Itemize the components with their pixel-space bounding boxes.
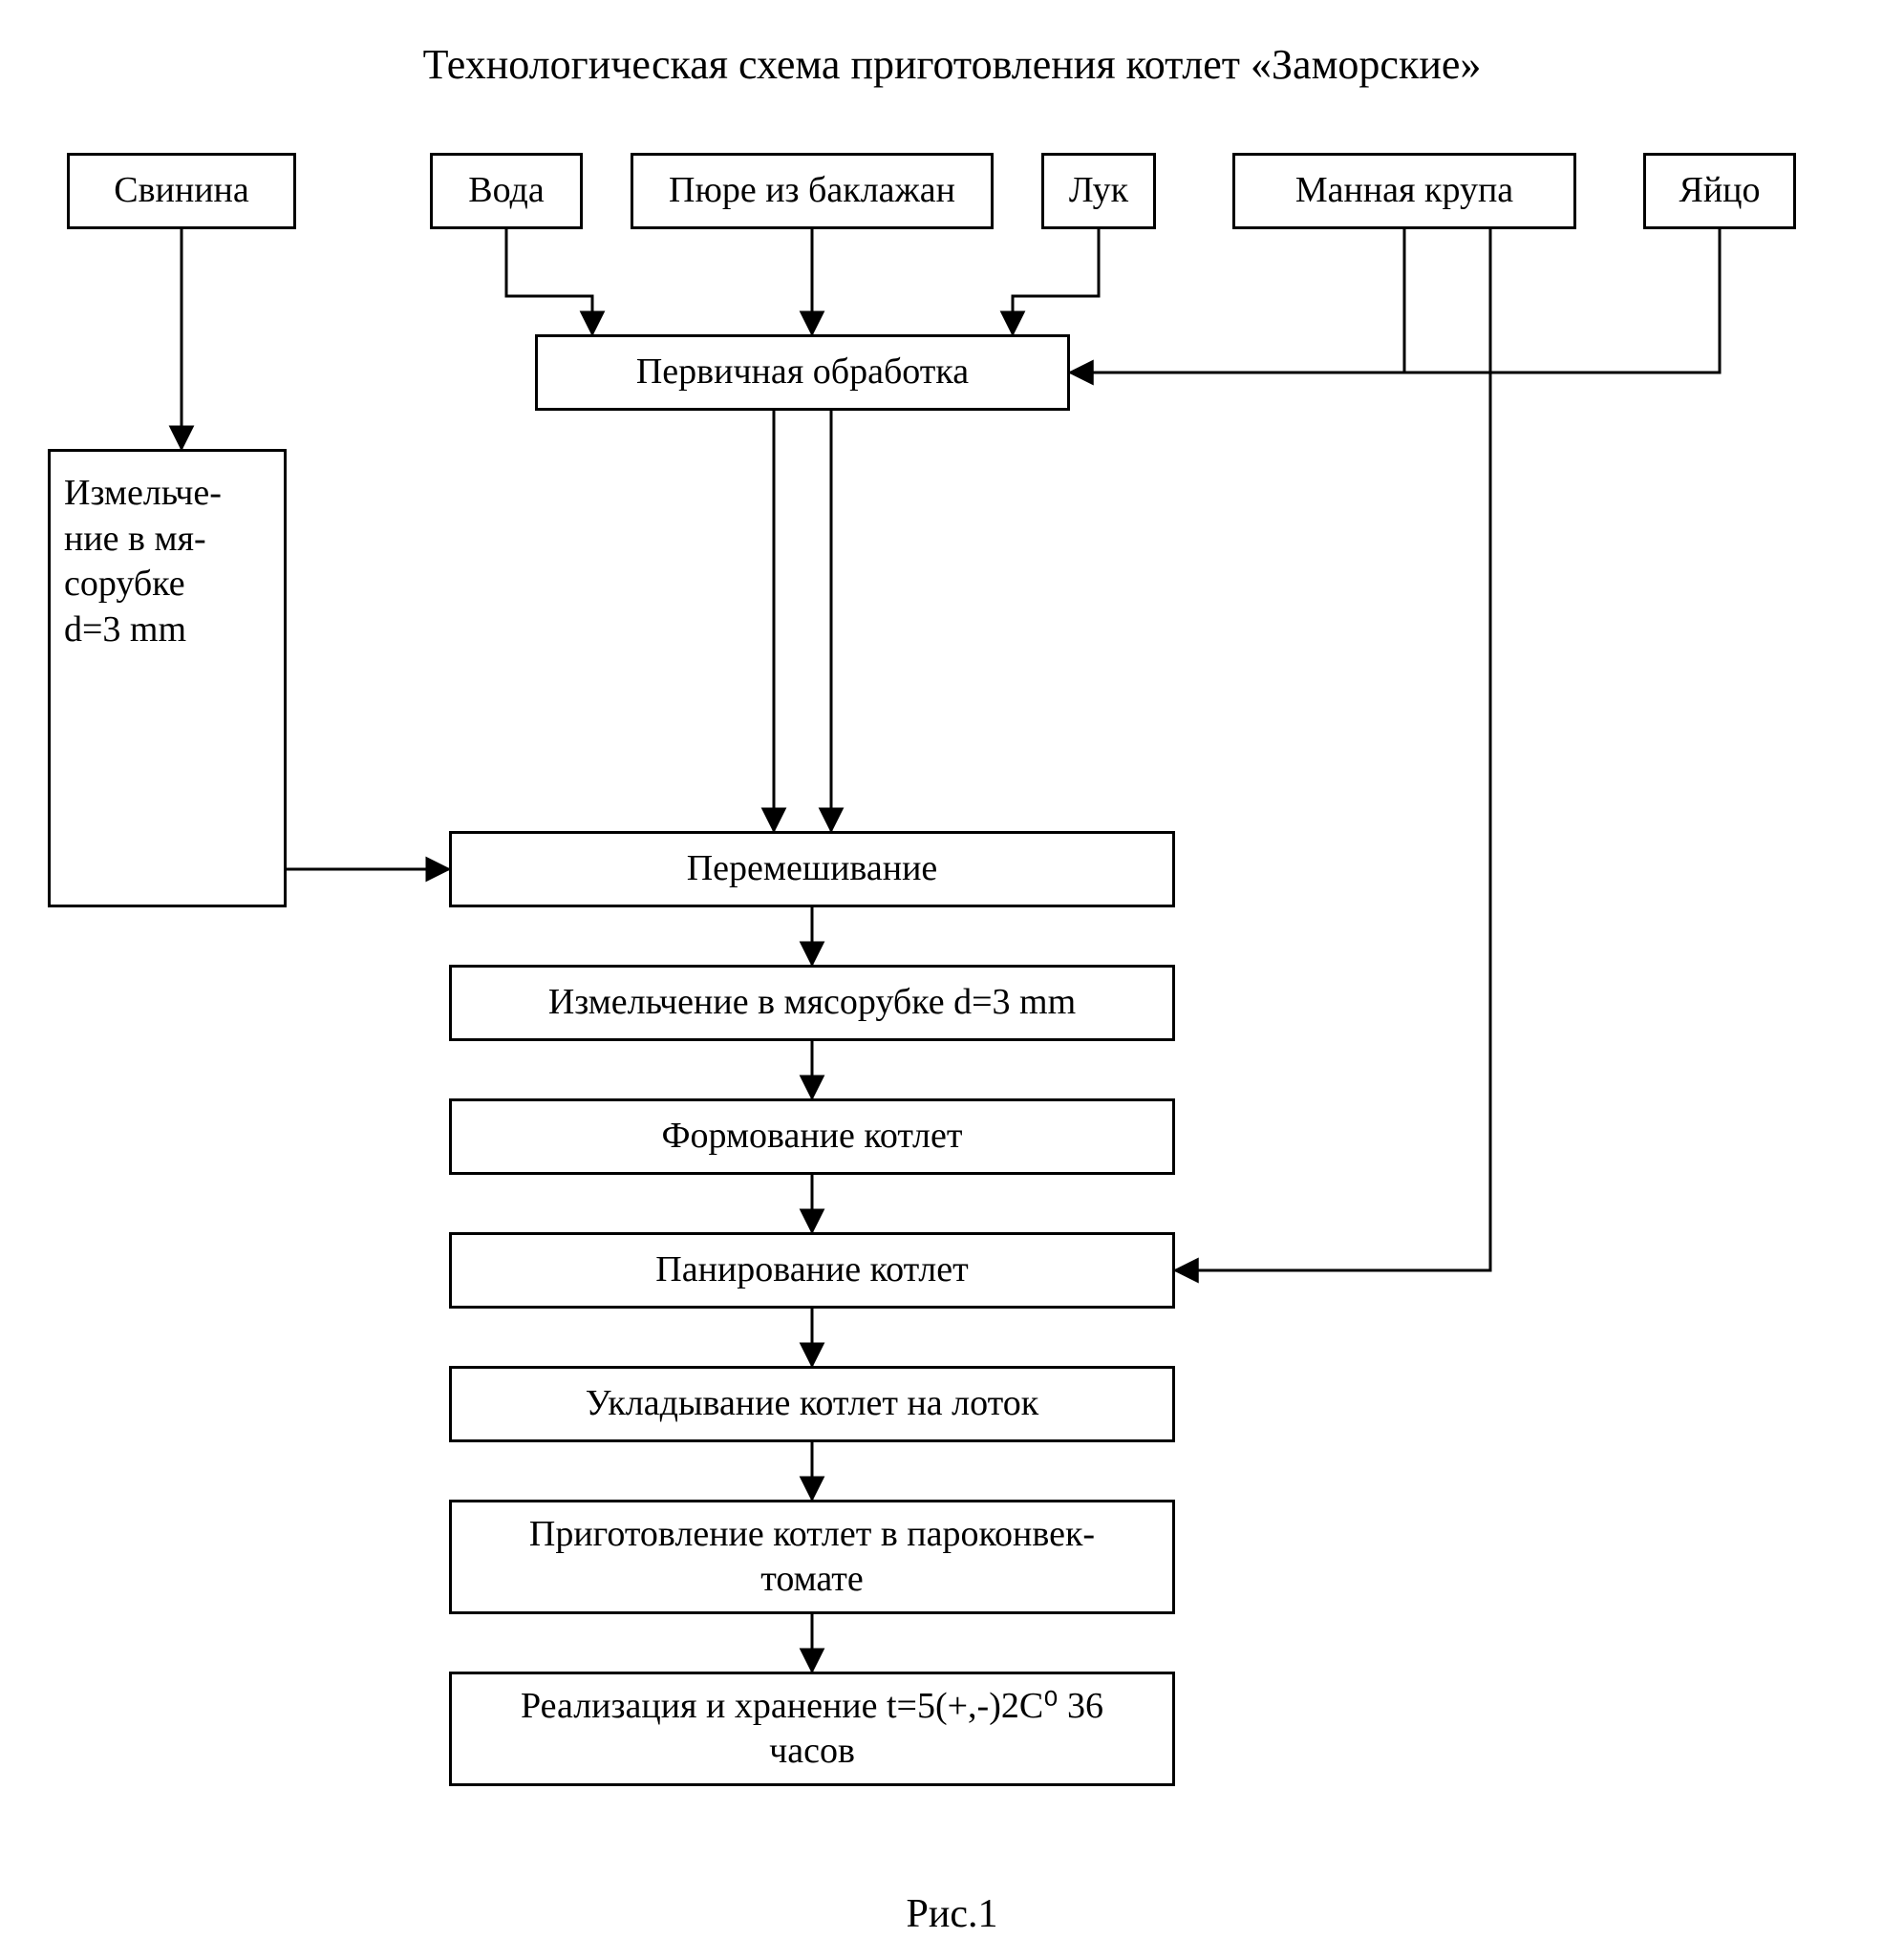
node-n_onion: Лук xyxy=(1041,153,1156,229)
node-n_primary: Первичная обработка xyxy=(535,334,1070,411)
node-n_grind2: Измельчение в мясорубке d=3 mm xyxy=(449,965,1175,1041)
node-n_puree: Пюре из баклажан xyxy=(631,153,994,229)
diagram-caption: Рис.1 xyxy=(0,1891,1904,1937)
node-n_grind1: Измельче-ние в мя-сорубкеd=3 mm xyxy=(48,449,287,907)
node-n_pork: Свинина xyxy=(67,153,296,229)
node-n_bread: Панирование котлет xyxy=(449,1232,1175,1309)
edge-n_semolina-to-n_primary xyxy=(1070,229,1404,373)
node-n_mix: Перемешивание xyxy=(449,831,1175,907)
node-n_form: Формование котлет xyxy=(449,1098,1175,1175)
edge-n_egg-to-n_primary xyxy=(1070,229,1720,373)
diagram-title: Технологическая схема приготовления котл… xyxy=(0,40,1904,89)
edge-n_water-to-n_primary xyxy=(506,229,592,334)
node-n_water: Вода xyxy=(430,153,583,229)
node-n_tray: Укладывание котлет на лоток xyxy=(449,1366,1175,1442)
node-n_semolina: Манная крупа xyxy=(1232,153,1576,229)
node-n_cook: Приготовление котлет в пароконвек-томате xyxy=(449,1500,1175,1614)
flowchart-canvas: Технологическая схема приготовления котл… xyxy=(0,0,1904,1960)
edge-n_onion-to-n_primary xyxy=(1013,229,1099,334)
node-n_store: Реализация и хранение t=5(+,-)2C⁰ 36часо… xyxy=(449,1672,1175,1786)
node-n_egg: Яйцо xyxy=(1643,153,1796,229)
edge-n_semolina-to-n_bread xyxy=(1175,229,1490,1270)
